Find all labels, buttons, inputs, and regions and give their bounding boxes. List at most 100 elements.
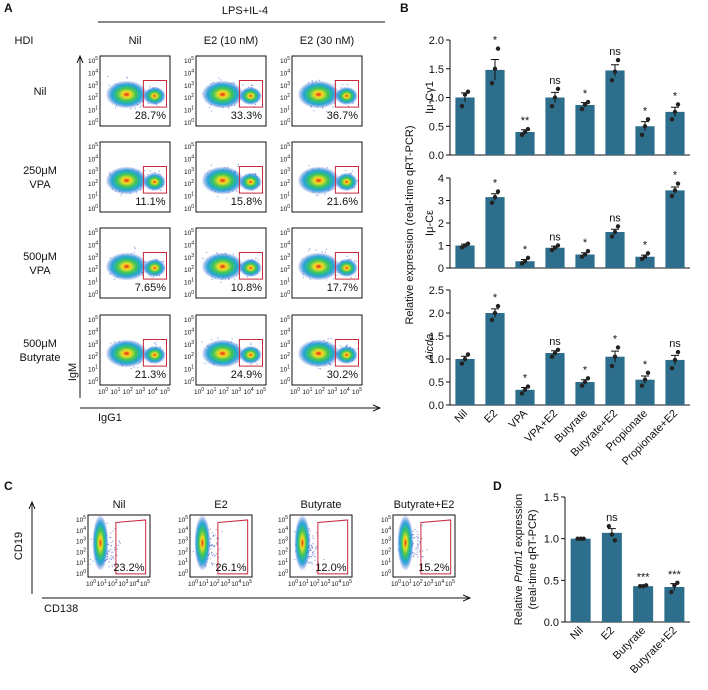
event-dot [108,558,110,560]
tick-base: 10 [381,528,389,535]
tick-exponent: 3 [287,81,290,87]
plot-frame [291,55,363,127]
event-dot [113,557,115,560]
tick-base: 10 [123,389,131,396]
tick-base: 10 [381,539,389,546]
event-dot [417,537,419,539]
tick-base: 10 [280,354,288,361]
tick-base: 10 [88,317,96,324]
tick-base: 10 [88,342,96,349]
event-dot [417,556,419,558]
tick-exponent: 5 [287,315,290,321]
event-dot [311,563,313,565]
tick-base: 10 [97,581,105,588]
tick-base: 10 [280,280,288,287]
x-axis-label: CD138 [44,603,78,615]
event-dot [416,531,418,533]
tick-base: 10 [178,549,186,556]
event-dot [315,249,317,251]
tick-label: 105 [178,515,188,524]
tick-exponent: 5 [95,56,98,62]
tick-label: 103 [320,579,330,588]
plot-frame [99,141,171,213]
event-dot [110,558,113,560]
row-label: VPA [29,179,51,191]
tick-base: 10 [76,528,84,535]
data-point [609,234,615,239]
tick-exponent: 3 [95,81,98,87]
event-dot [114,107,117,109]
plot-frame [195,141,267,213]
tick-label: 101 [206,387,216,396]
tick-base: 10 [88,242,96,249]
tick-exponent: 5 [287,142,290,148]
event-dot [127,77,129,79]
tick-label: 102 [381,547,391,556]
tick-label: 101 [88,365,98,374]
event-dot [314,559,316,561]
tick-label: 105 [278,515,288,524]
significance: * [673,90,678,102]
y-axis-label: (real-time qRT-PCR) [527,509,539,609]
data-point [555,347,561,352]
tick-exponent: 1 [388,558,391,564]
tick-exponent: 5 [388,515,391,521]
event-dot [192,550,195,553]
tick-label: 105 [184,56,194,65]
event-dot [415,535,417,537]
tick-exponent: 1 [310,387,313,393]
tick-exponent: 3 [431,579,434,585]
tick-label: 104 [178,526,188,535]
tick-base: 10 [280,292,288,299]
tick-exponent: 4 [287,240,290,246]
data-point [492,66,498,71]
gate [238,339,263,367]
event-dot [257,259,259,261]
tick-label: 102 [88,265,98,274]
data-point [615,57,621,63]
event-dot [416,543,418,545]
plot-frame [289,514,353,578]
data-point [645,117,651,122]
tick-base: 10 [327,389,335,396]
gate [238,166,263,194]
tick-base: 10 [184,242,192,249]
event-dot [312,535,314,537]
data-point [582,252,588,257]
significance: * [643,239,648,251]
x-tick-label: E2 [482,408,500,426]
data-point [642,254,648,259]
event-dot [313,110,315,112]
bar [605,232,625,268]
flow-plot [88,515,150,577]
tick-label: 105 [352,387,362,396]
bar [665,359,685,405]
density [297,166,340,195]
event-dot [419,541,421,543]
gate [334,80,359,108]
tick-label: 104 [148,387,158,396]
tick-label: 103 [280,81,290,90]
event-dot [141,104,143,106]
tick-base: 10 [280,108,288,115]
significance: * [613,334,618,346]
tick-exponent: 5 [147,579,150,585]
tick-exponent: 2 [317,579,320,585]
event-dot [118,540,120,542]
tick-exponent: 5 [263,387,266,393]
tick-label: 101 [299,579,309,588]
tick-label: 101 [97,579,107,588]
event-dot [310,549,312,551]
density [239,258,262,277]
column-label: Butyrate [301,499,342,511]
tick-base: 10 [184,255,192,262]
flow-plot [292,142,362,212]
significance: ns [549,336,561,348]
tick-exponent: 5 [95,142,98,148]
data-point [579,383,585,388]
tick-base: 10 [88,70,96,77]
event-dot [216,566,218,568]
bar [545,97,565,155]
tick-label: 104 [184,327,194,336]
tick-label: 104 [278,526,288,535]
